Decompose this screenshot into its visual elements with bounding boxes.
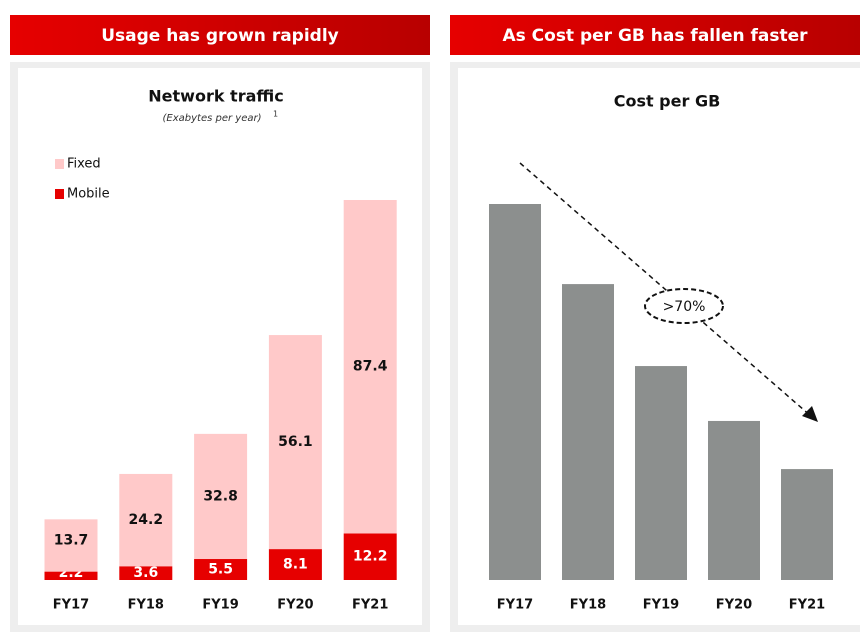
value-label: 8.1 bbox=[283, 557, 308, 573]
bar-segment bbox=[44, 571, 98, 580]
bar bbox=[562, 284, 614, 580]
value-label: 87.4 bbox=[353, 359, 388, 375]
annotation: >70% bbox=[663, 299, 706, 315]
header: As Cost per GB has fallen faster bbox=[502, 26, 808, 46]
chart-title: Network traffic bbox=[148, 87, 283, 106]
value-label: 13.7 bbox=[54, 532, 89, 548]
arrow-head bbox=[802, 406, 818, 422]
bar-segment bbox=[268, 549, 322, 580]
bar-segment bbox=[119, 473, 173, 567]
bar-segment bbox=[44, 519, 98, 572]
x-tick-label: FY19 bbox=[202, 598, 238, 613]
footnote-marker: 1 bbox=[273, 110, 278, 119]
legend-label: Mobile bbox=[67, 187, 110, 202]
bar-segment bbox=[194, 559, 248, 580]
annotation-ellipse bbox=[644, 288, 724, 324]
bar-segment bbox=[194, 433, 248, 560]
value-label: 5.5 bbox=[208, 562, 233, 578]
bar bbox=[635, 366, 687, 580]
trend-arrow bbox=[519, 162, 813, 418]
bar bbox=[781, 469, 833, 580]
x-tick-label: FY21 bbox=[789, 598, 825, 613]
bar bbox=[708, 420, 760, 580]
bar-segment bbox=[268, 335, 322, 550]
x-tick-label: FY21 bbox=[352, 598, 388, 613]
subtitle: (Exabytes per year) bbox=[163, 113, 262, 124]
chart-title: Cost per GB bbox=[614, 92, 721, 111]
value-label: 56.1 bbox=[278, 434, 313, 450]
value-label: 32.8 bbox=[203, 488, 238, 504]
legend-label: Fixed bbox=[67, 157, 101, 172]
x-tick-label: FY20 bbox=[716, 598, 752, 613]
x-tick-label: FY20 bbox=[277, 598, 313, 613]
bar bbox=[489, 204, 541, 580]
header-bar bbox=[10, 15, 430, 55]
bar-segment bbox=[119, 566, 173, 580]
bar-segment bbox=[343, 533, 397, 580]
x-tick-label: FY18 bbox=[570, 598, 606, 613]
header: Usage has grown rapidly bbox=[101, 26, 339, 46]
value-label: 12.2 bbox=[353, 549, 388, 565]
legend-swatch bbox=[55, 159, 64, 169]
legend-swatch bbox=[55, 189, 64, 199]
x-tick-label: FY19 bbox=[643, 598, 679, 613]
value-label: 3.6 bbox=[133, 565, 158, 581]
value-label: 24.2 bbox=[129, 512, 164, 528]
bar-segment bbox=[343, 200, 397, 534]
x-tick-label: FY17 bbox=[497, 598, 533, 613]
x-tick-label: FY18 bbox=[128, 598, 164, 613]
x-tick-label: FY17 bbox=[53, 598, 89, 613]
header-bar bbox=[450, 15, 860, 55]
